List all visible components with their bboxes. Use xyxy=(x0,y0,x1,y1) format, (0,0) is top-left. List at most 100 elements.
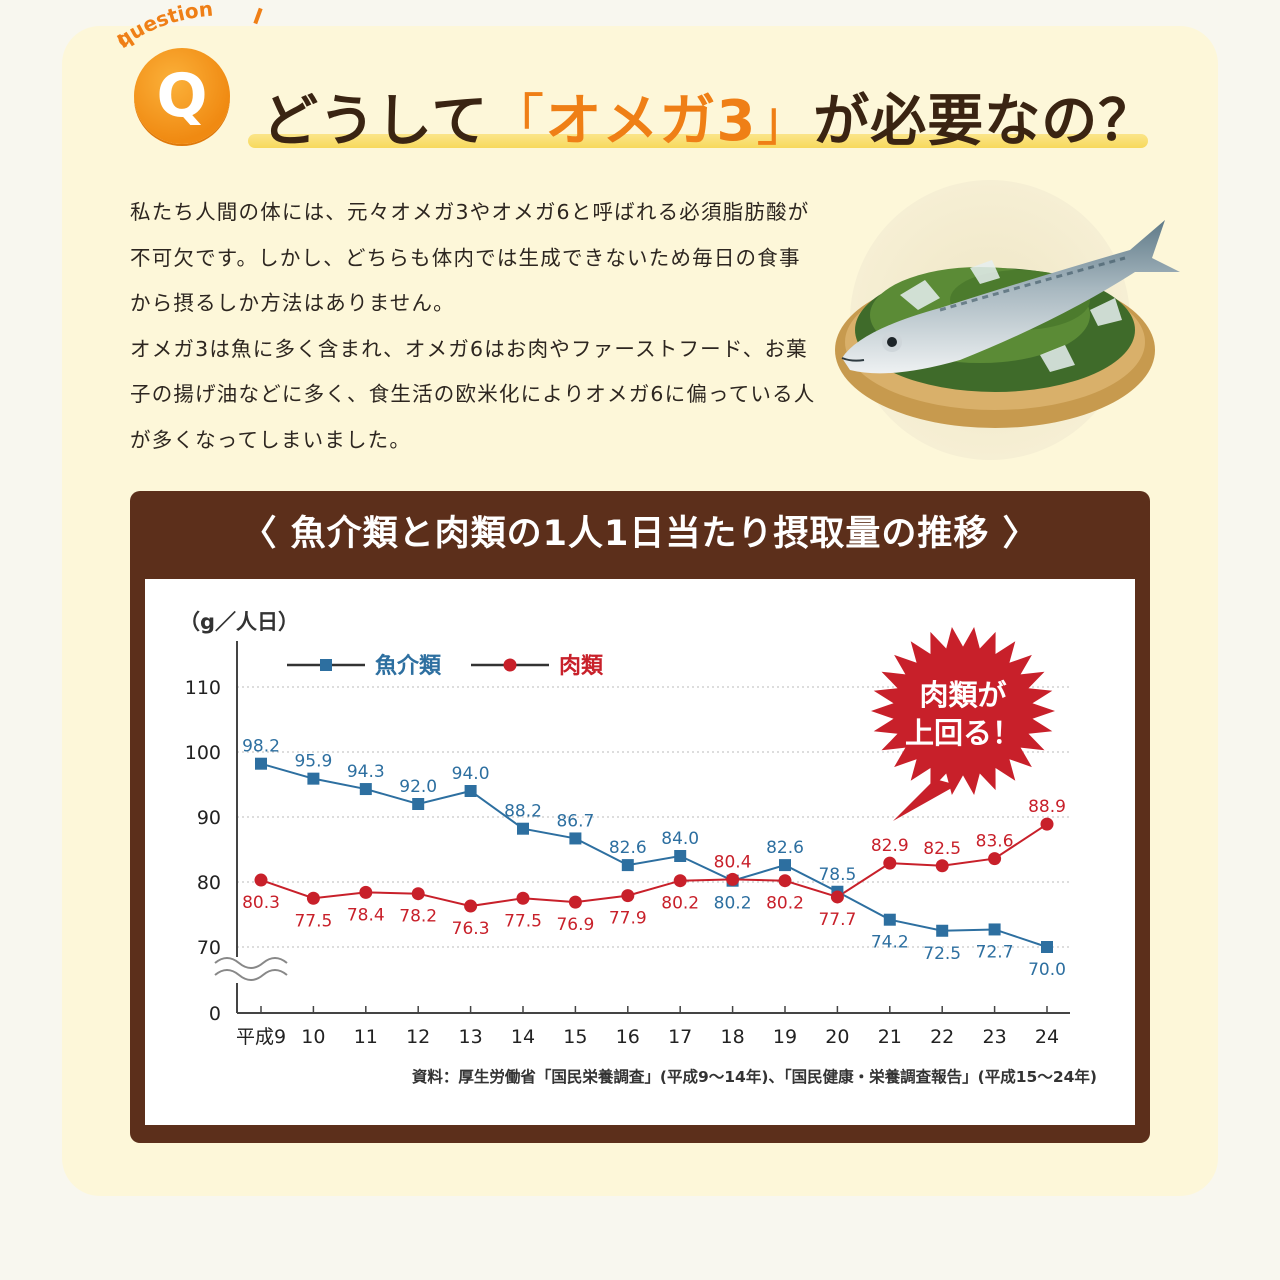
data-label: 72.7 xyxy=(976,942,1014,962)
data-label: 70.0 xyxy=(1028,960,1066,980)
legend-label: 肉類 xyxy=(559,654,604,679)
burst-text-line1: 肉類が xyxy=(919,678,1006,712)
x-tick-label: 24 xyxy=(1035,1026,1059,1048)
data-label: 74.2 xyxy=(871,933,909,953)
data-label: 82.5 xyxy=(923,839,961,859)
data-point-circle xyxy=(464,899,478,913)
y-tick-label: 70 xyxy=(197,937,221,959)
data-point-square xyxy=(988,923,1001,936)
series-lines xyxy=(260,762,1048,948)
data-point-circle xyxy=(359,885,373,899)
data-label: 94.3 xyxy=(347,762,385,782)
axis-break-mark xyxy=(214,957,288,969)
paragraph-1: 私たち人間の体には、元々オメガ3やオメガ6と呼ばれる必須脂肪酸が不可欠です。しか… xyxy=(130,200,810,315)
data-label: 78.2 xyxy=(399,907,437,927)
tick-labels: 110 100 90 80 70 0 平成9 10 11 12 13 14 15 16 17 18 19 20 21… xyxy=(185,677,1059,1048)
chart-panel: （g／人日） 110 100 90 80 70 0 平成9 10 11 12 13 14 15 16 17 1… xyxy=(145,579,1135,1125)
data-label: 92.0 xyxy=(399,777,437,797)
y-tick-label: 80 xyxy=(197,872,221,894)
data-point-circle xyxy=(621,889,635,903)
data-point-circle xyxy=(1040,817,1054,831)
x-tick-label: 21 xyxy=(878,1026,902,1048)
data-point-square xyxy=(517,822,529,835)
x-tick-label: 11 xyxy=(354,1026,378,1048)
series-markers xyxy=(254,757,1054,953)
data-point-circle xyxy=(411,887,425,901)
badge-circle xyxy=(134,48,230,144)
axis-break-mark xyxy=(214,969,288,981)
data-point-square xyxy=(464,785,477,797)
data-point-circle xyxy=(935,859,949,873)
data-label: 88.2 xyxy=(504,802,542,822)
data-point-circle xyxy=(516,891,530,905)
data-label: 95.9 xyxy=(294,752,332,772)
legend-label: 魚介類 xyxy=(375,653,442,679)
x-tick-label: 15 xyxy=(563,1026,587,1048)
data-label: 82.6 xyxy=(766,838,804,858)
data-label: 83.6 xyxy=(976,832,1014,852)
x-tick-label: 平成9 xyxy=(236,1026,286,1048)
x-tick-label: 16 xyxy=(616,1026,640,1048)
data-point-circle xyxy=(883,856,897,870)
grid-lines xyxy=(237,686,1070,948)
y-tick-label: 100 xyxy=(185,742,221,764)
data-point-square xyxy=(936,924,949,937)
data-labels: 98.2 95.9 94.3 92.0 94.0 88.2 86.7 82.6 84.0 80.2… xyxy=(242,737,1066,980)
data-point-circle xyxy=(778,874,792,888)
title-highlight: オメガ3 xyxy=(545,89,757,154)
data-point-circle xyxy=(830,890,844,904)
data-label: 82.6 xyxy=(609,838,647,858)
series-line-fish xyxy=(260,762,1048,948)
data-label: 80.4 xyxy=(714,852,752,872)
data-point-circle xyxy=(254,873,268,887)
data-point-circle xyxy=(568,895,582,909)
legend-marker-square xyxy=(320,659,332,671)
data-label: 86.7 xyxy=(556,811,594,831)
x-tick-label: 20 xyxy=(825,1026,849,1048)
data-point-square xyxy=(883,913,896,926)
y-tick-label: 110 xyxy=(185,677,221,699)
title-underline xyxy=(248,134,1148,148)
data-label: 72.5 xyxy=(923,944,961,964)
chart-frame: 〈 魚介類と肉類の1人1日当たり摂取量の推移 〉 （g／人日） 110 100 90… xyxy=(130,491,1150,1143)
data-point-square xyxy=(779,859,791,872)
question-label: question xyxy=(111,2,263,52)
y-axis-label: （g／人日） xyxy=(179,610,299,634)
data-point-circle xyxy=(988,852,1002,866)
source-note: 資料：厚生労働省「国民栄養調査」(平成9〜14年)、「国民健康・栄養調査報告」(… xyxy=(412,1067,1097,1086)
mackerel-illustration xyxy=(835,180,1180,460)
data-point-square xyxy=(412,798,425,810)
x-tick-label: 22 xyxy=(930,1026,954,1048)
x-tick-label: 18 xyxy=(721,1026,745,1048)
data-label: 77.7 xyxy=(818,910,856,930)
data-point-circle xyxy=(306,891,320,905)
axes xyxy=(214,641,1070,1014)
data-label: 77.5 xyxy=(294,911,332,931)
burst-text-line2: 上回る！ xyxy=(905,716,1021,750)
data-label: 78.5 xyxy=(818,865,856,885)
badge-label-text: question xyxy=(111,2,214,52)
data-point-square xyxy=(1041,941,1053,953)
data-label: 76.9 xyxy=(556,915,594,935)
series-line-meat xyxy=(260,823,1048,908)
legend-marker-circle xyxy=(503,658,517,672)
data-point-square xyxy=(569,832,582,845)
svg-text:question: question xyxy=(111,2,214,52)
y-tick-label: 90 xyxy=(197,807,221,829)
burst-shape xyxy=(871,627,1055,795)
data-label: 94.0 xyxy=(452,764,490,784)
chart-title: 〈 魚介類と肉類の1人1日当たり摂取量の推移 〉 xyxy=(241,514,1039,554)
x-tick-label: 14 xyxy=(511,1026,535,1048)
data-point-circle xyxy=(673,874,687,888)
data-point-square xyxy=(359,783,372,796)
data-point-circle xyxy=(726,872,740,886)
data-label: 77.5 xyxy=(504,911,542,931)
data-label: 77.9 xyxy=(609,909,647,929)
title-bracket-open: 「 xyxy=(488,89,546,154)
data-label: 80.2 xyxy=(766,894,804,914)
question-badge: question Q xyxy=(104,2,264,152)
page-title: どうして「オメガ3」が必要なの？ xyxy=(262,76,1155,156)
x-tick-label: 23 xyxy=(983,1026,1007,1048)
